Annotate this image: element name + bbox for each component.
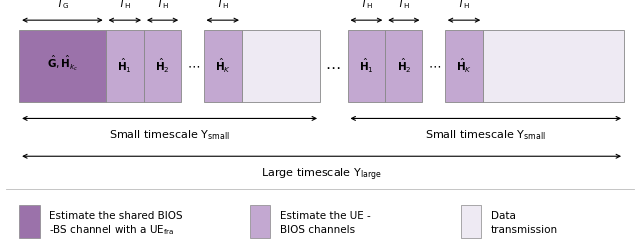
Text: $\hat{\mathbf{H}}_K$: $\hat{\mathbf{H}}_K$ [456, 57, 472, 75]
Text: $\hat{\mathbf{G}},\hat{\mathbf{H}}_{k_c}$: $\hat{\mathbf{G}},\hat{\mathbf{H}}_{k_c}… [47, 54, 78, 73]
Text: $\cdots$: $\cdots$ [325, 59, 340, 74]
Text: $\cdots$: $\cdots$ [428, 60, 441, 73]
Text: Estimate the shared BIOS: Estimate the shared BIOS [49, 211, 183, 221]
Text: Small timescale $\Upsilon_{\mathrm{small}}$: Small timescale $\Upsilon_{\mathrm{small… [109, 129, 230, 142]
Text: Data: Data [491, 211, 516, 221]
Bar [106, 30, 144, 102]
Text: transmission: transmission [491, 225, 558, 235]
Text: -BS channel with a UE$_{\mathrm{fra}}$: -BS channel with a UE$_{\mathrm{fra}}$ [49, 223, 175, 237]
Text: $T_\mathrm{H}$: $T_\mathrm{H}$ [156, 0, 169, 11]
Text: $\hat{\mathbf{H}}_1$: $\hat{\mathbf{H}}_1$ [359, 57, 374, 75]
Bar [242, 30, 320, 102]
Bar [348, 30, 385, 102]
Text: $\hat{\mathbf{H}}_2$: $\hat{\mathbf{H}}_2$ [397, 57, 411, 75]
Text: $T_\mathrm{H}$: $T_\mathrm{H}$ [458, 0, 470, 11]
Text: $T_\mathrm{G}$: $T_\mathrm{G}$ [56, 0, 69, 11]
Text: Estimate the UE -: Estimate the UE - [280, 211, 371, 221]
Text: $T_\mathrm{H}$: $T_\mathrm{H}$ [397, 0, 410, 11]
Text: $\hat{\mathbf{H}}_1$: $\hat{\mathbf{H}}_1$ [117, 57, 132, 75]
Text: $\hat{\mathbf{H}}_2$: $\hat{\mathbf{H}}_2$ [156, 57, 170, 75]
Text: $\cdots$: $\cdots$ [187, 60, 200, 73]
Bar [250, 205, 270, 238]
Bar [144, 30, 181, 102]
Text: $\hat{\mathbf{H}}_K$: $\hat{\mathbf{H}}_K$ [214, 57, 231, 75]
Bar [483, 30, 624, 102]
Bar [461, 205, 481, 238]
Bar [445, 30, 483, 102]
Text: $T_\mathrm{H}$: $T_\mathrm{H}$ [216, 0, 229, 11]
Bar [19, 205, 40, 238]
Bar [385, 30, 422, 102]
Bar [204, 30, 242, 102]
Text: BIOS channels: BIOS channels [280, 225, 355, 235]
Text: Small timescale $\Upsilon_{\mathrm{small}}$: Small timescale $\Upsilon_{\mathrm{small… [426, 129, 546, 142]
Text: $T_\mathrm{H}$: $T_\mathrm{H}$ [118, 0, 131, 11]
Bar [19, 30, 106, 102]
Text: $T_\mathrm{H}$: $T_\mathrm{H}$ [360, 0, 373, 11]
Text: Large timescale $\Upsilon_{\mathrm{large}}$: Large timescale $\Upsilon_{\mathrm{large… [261, 166, 382, 183]
